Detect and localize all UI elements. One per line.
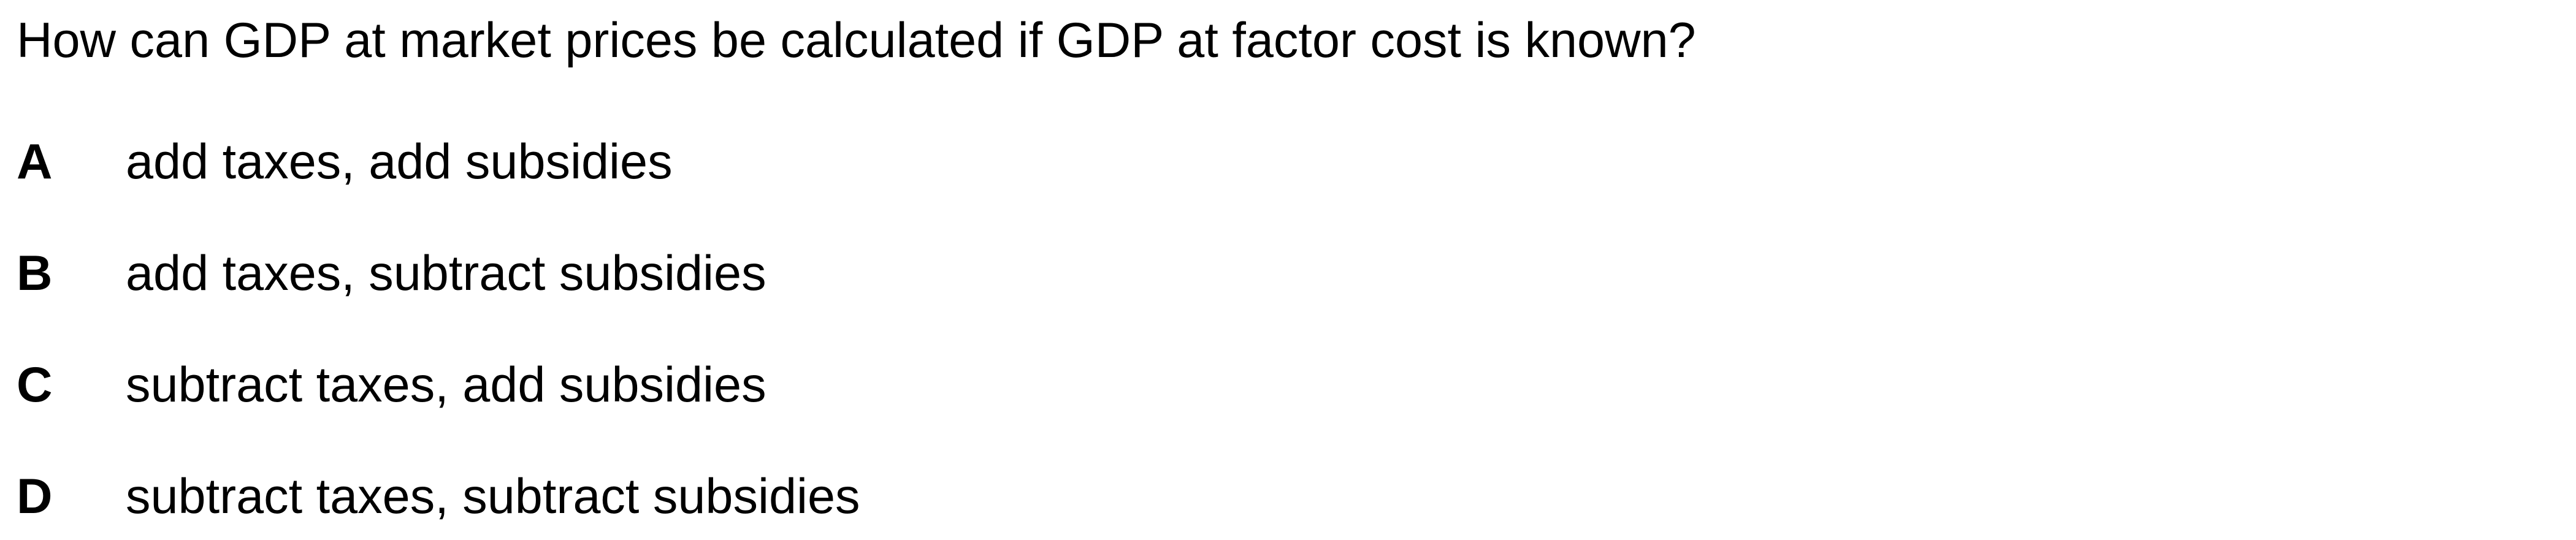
option-text: add taxes, add subsidies (126, 134, 673, 189)
option-text: subtract taxes, add subsidies (126, 357, 766, 413)
option-letter: C (17, 357, 53, 413)
question-text: How can GDP at market prices be calculat… (17, 13, 1696, 68)
option-a[interactable]: A add taxes, add subsidies (17, 131, 1366, 192)
option-b[interactable]: B add taxes, subtract subsidies (17, 243, 1366, 304)
option-letter: A (17, 134, 53, 189)
option-d[interactable]: D subtract taxes, subtract subsidies (17, 466, 1366, 527)
option-c[interactable]: C subtract taxes, add subsidies (17, 354, 1366, 416)
option-text: subtract taxes, subtract subsidies (126, 469, 860, 524)
option-text: add taxes, subtract subsidies (126, 246, 766, 301)
option-letter: D (17, 469, 53, 524)
option-letter: B (17, 246, 53, 301)
